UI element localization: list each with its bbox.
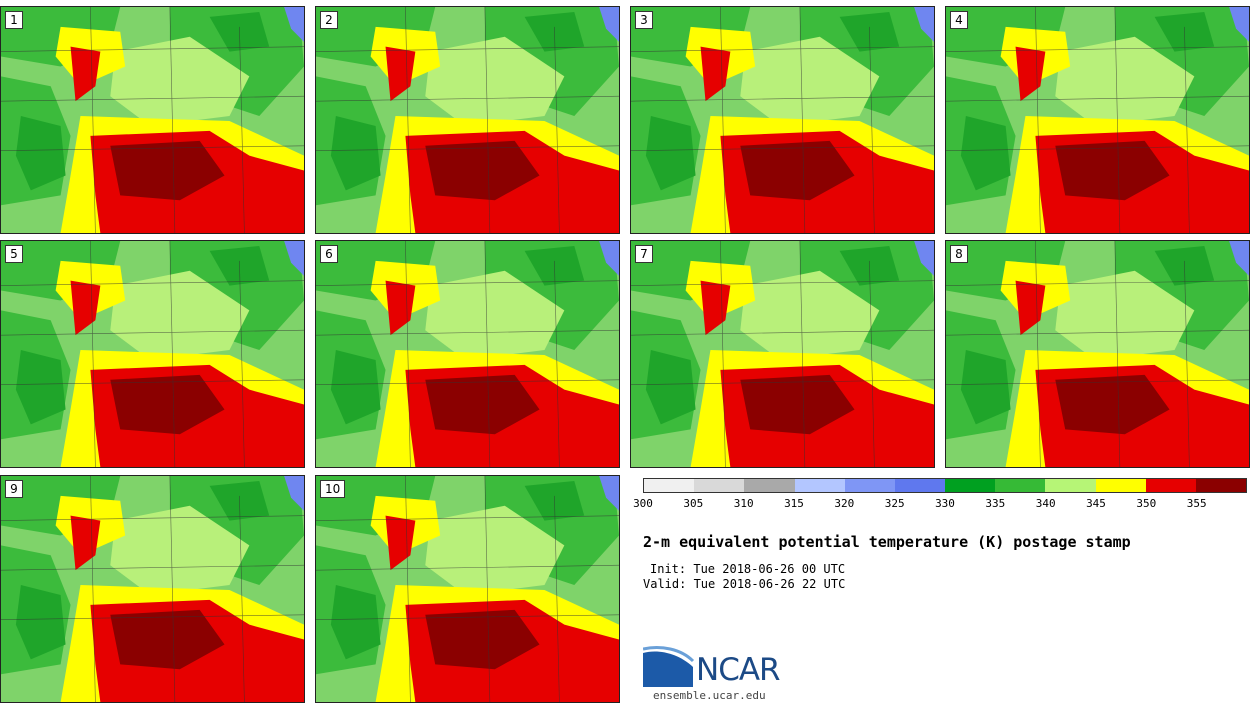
colorbar-swatch	[945, 479, 996, 492]
member-label: 3	[635, 11, 653, 29]
colorbar-swatch	[995, 479, 1046, 492]
member-label: 2	[320, 11, 338, 29]
ncar-logo-icon	[643, 646, 695, 687]
colorbar	[643, 478, 1247, 493]
colorbar-tick: 325	[884, 497, 905, 510]
member-label: 5	[5, 245, 23, 263]
theta-e-map	[316, 476, 619, 702]
colorbar-tick: 310	[733, 497, 754, 510]
theta-e-map	[631, 241, 934, 467]
member-label: 4	[950, 11, 968, 29]
map-panel-6: 6	[315, 240, 620, 468]
theta-e-map	[946, 7, 1249, 233]
theta-e-map	[316, 7, 619, 233]
colorbar-swatch	[1145, 479, 1196, 492]
map-panel-4: 4	[945, 6, 1250, 234]
map-panel-5: 5	[0, 240, 305, 468]
member-label: 10	[320, 480, 346, 498]
member-label: 6	[320, 245, 338, 263]
colorbar-tick: 350	[1136, 497, 1157, 510]
member-label: 7	[635, 245, 653, 263]
colorbar-tick: 340	[1035, 497, 1056, 510]
colorbar-swatch	[1095, 479, 1146, 492]
theta-e-map	[1, 241, 304, 467]
theta-e-map	[946, 241, 1249, 467]
valid-time: Valid: Tue 2018-06-26 22 UTC	[643, 577, 846, 591]
theta-e-map	[631, 7, 934, 233]
colorbar-swatch	[1045, 479, 1096, 492]
colorbar-swatch	[694, 479, 745, 492]
colorbar-tick: 315	[784, 497, 804, 510]
theta-e-map	[316, 241, 619, 467]
colorbar-tick: 355	[1186, 497, 1207, 510]
logo-text: NCAR	[696, 652, 781, 688]
colorbar-swatch	[894, 479, 946, 492]
map-panel-7: 7	[630, 240, 935, 468]
map-panel-10: 10	[315, 475, 620, 703]
member-label: 1	[5, 11, 23, 29]
theta-e-map	[1, 7, 304, 233]
member-label: 9	[5, 480, 23, 498]
colorbar-tick: 335	[985, 497, 1006, 510]
map-panel-2: 2	[315, 6, 620, 234]
colorbar-tick: 345	[1086, 497, 1106, 510]
colorbar-swatch	[1195, 479, 1247, 492]
plot-title: 2-m equivalent potential temperature (K)…	[643, 533, 1131, 551]
colorbar-tick: 330	[935, 497, 955, 510]
colorbar-tick: 305	[683, 497, 704, 510]
colorbar-tick: 320	[834, 497, 855, 510]
colorbar-swatch	[844, 479, 895, 492]
member-label: 8	[950, 245, 968, 263]
logo-url: ensemble.ucar.edu	[653, 689, 766, 702]
colorbar-swatch	[644, 479, 695, 492]
theta-e-map	[1, 476, 304, 702]
colorbar-swatch	[794, 479, 845, 492]
map-panel-1: 1	[0, 6, 305, 234]
init-time: Init: Tue 2018-06-26 00 UTC	[650, 562, 846, 576]
map-panel-8: 8	[945, 240, 1250, 468]
map-panel-3: 3	[630, 6, 935, 234]
colorbar-tick-labels: 300 305 310 315 320 325 330 335 340 345 …	[633, 497, 1247, 513]
colorbar-tick: 300	[633, 497, 653, 510]
map-panel-9: 9	[0, 475, 305, 703]
colorbar-swatch	[744, 479, 795, 492]
